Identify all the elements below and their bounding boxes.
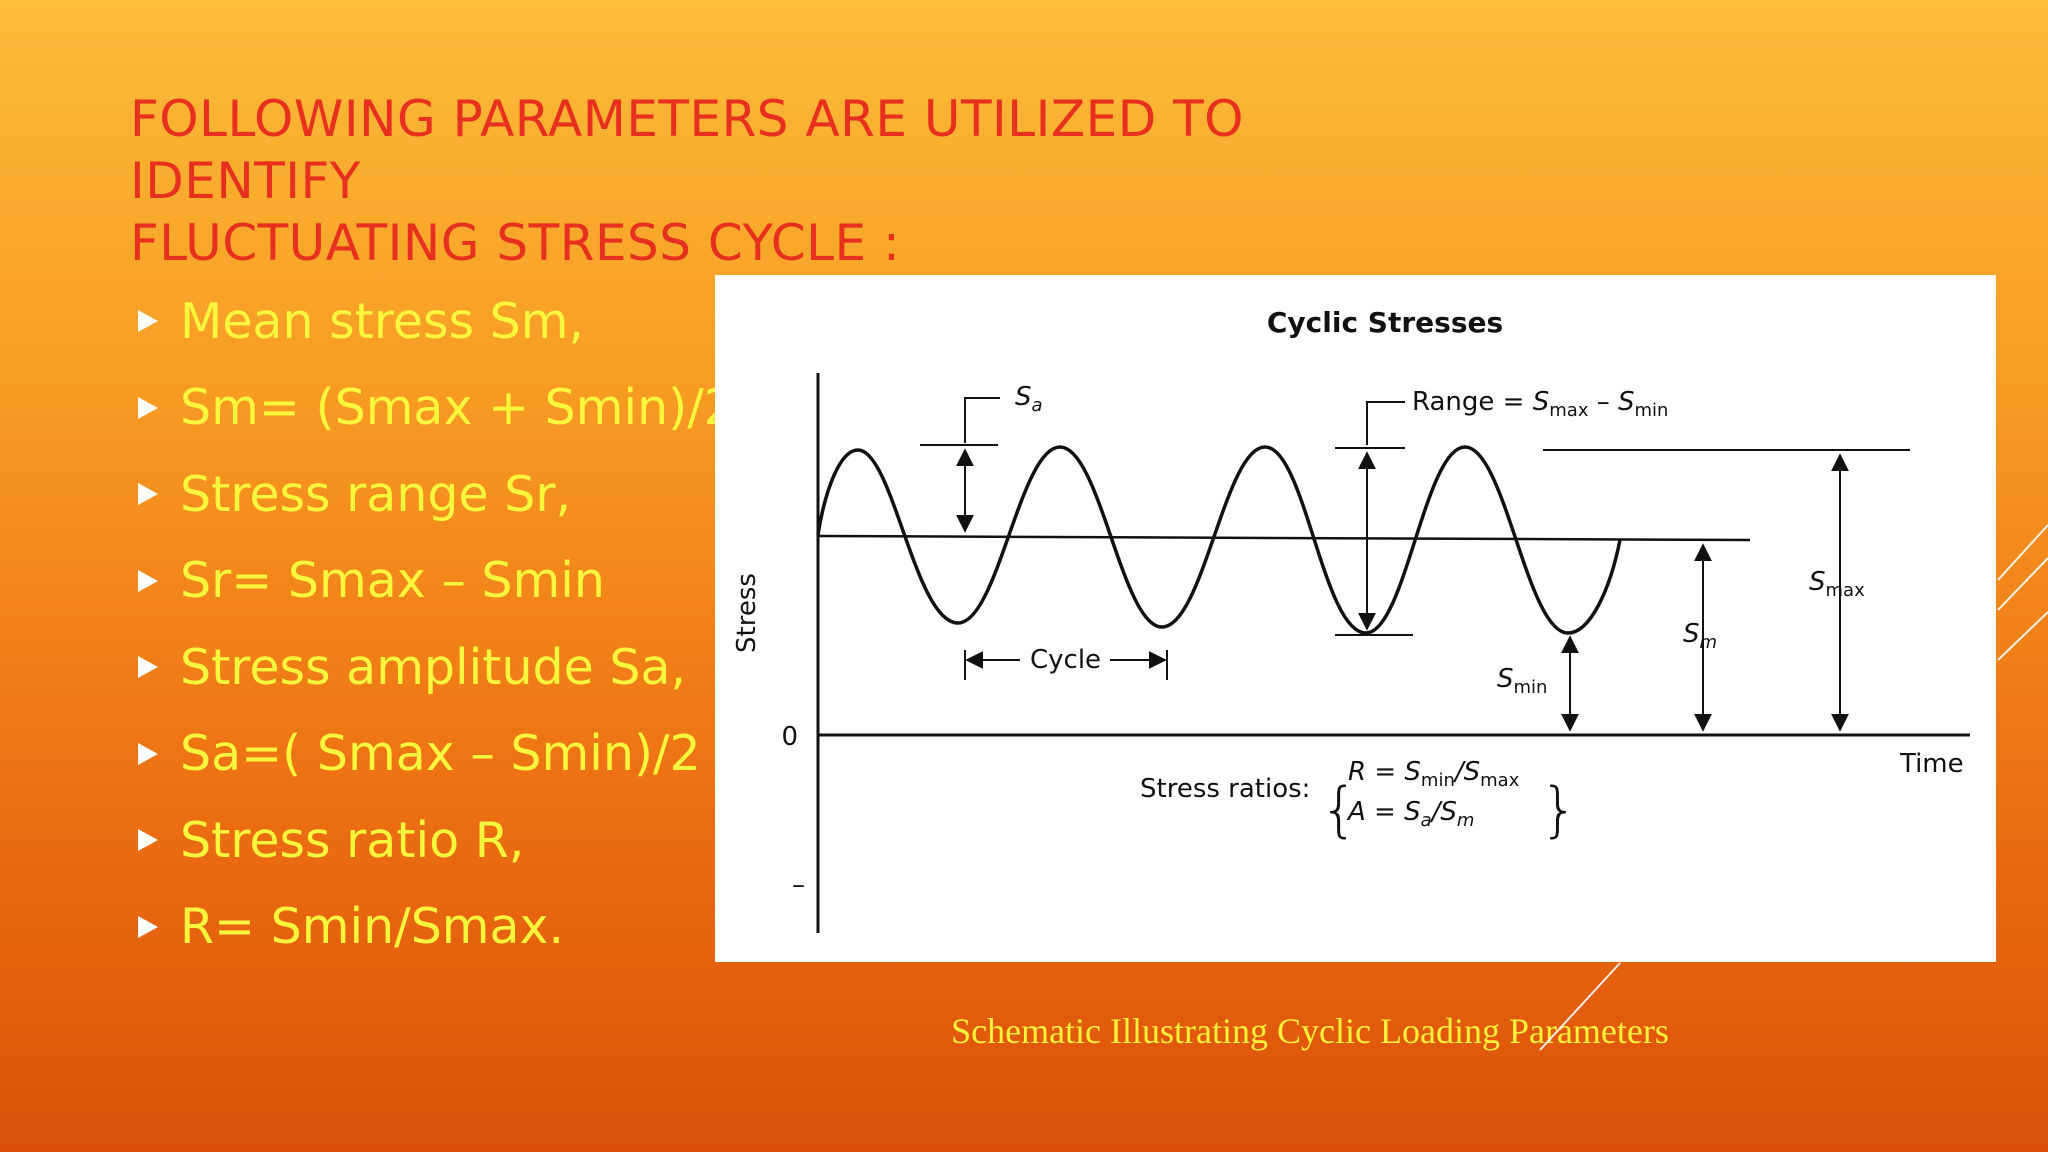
slide-title: FOLLOWING PARAMETERS ARE UTILIZED TO IDE… <box>130 88 1430 274</box>
sa-leader <box>964 397 1000 443</box>
bullet-item: Mean stress Sm, <box>138 278 735 365</box>
bullet-item: Sm= (Smax + Smin)/2 <box>138 365 735 452</box>
deco-line-right-2 <box>1997 557 2048 611</box>
bullet-list: Mean stress Sm, Sm= (Smax + Smin)/2 Stre… <box>138 278 735 970</box>
smax-label: Smax <box>1809 567 1865 601</box>
cyclic-stress-diagram: Cyclic Stresses Stress 0 – Time Sa Range… <box>715 275 1996 962</box>
bullet-text: Sa=( Smax – Smin)/2 <box>180 725 701 783</box>
triangle-bullet-icon <box>138 656 158 679</box>
ratios-right-brace: } <box>1540 775 1578 845</box>
sm-label: Sm <box>1683 619 1717 653</box>
bullet-item: R= Smin/Smax. <box>138 884 735 971</box>
diagram-title: Cyclic Stresses <box>1267 306 1503 339</box>
bullet-text: Sm= (Smax + Smin)/2 <box>180 379 735 437</box>
triangle-bullet-icon <box>138 742 158 765</box>
smin-label: Smin <box>1497 664 1547 698</box>
triangle-bullet-icon <box>138 483 158 506</box>
stress-wave <box>816 445 1622 635</box>
figure-caption-text: Schematic Illustrating Cyclic Loading Pa… <box>951 1011 1669 1051</box>
bullet-text: Stress ratio R, <box>180 811 525 869</box>
time-axis-label: Time <box>1899 749 1964 779</box>
ratio-r-formula: R = Smin/Smax <box>1348 757 1520 791</box>
triangle-bullet-icon <box>138 915 158 938</box>
stress-ratios-label: Stress ratios: <box>1140 774 1310 804</box>
slide-title-line-1: FOLLOWING PARAMETERS ARE UTILIZED TO IDE… <box>130 90 1244 210</box>
zero-label: 0 <box>781 722 798 752</box>
bullet-text: Stress amplitude Sa, <box>180 638 687 696</box>
bullet-item: Sa=( Smax – Smin)/2 <box>138 711 735 798</box>
sa-label: Sa <box>1015 382 1043 416</box>
deco-line-right-1 <box>1997 524 2048 581</box>
ratio-a-formula: A = Sa/Sm <box>1346 797 1474 831</box>
bullet-item: Stress range Sr, <box>138 451 735 538</box>
bullet-text: Sr= Smax – Smin <box>180 552 605 610</box>
figure-caption: Schematic Illustrating Cyclic Loading Pa… <box>710 1010 1910 1052</box>
minus-label: – <box>792 870 805 900</box>
bullet-item: Sr= Smax – Smin <box>138 538 735 625</box>
bullet-text: Mean stress Sm, <box>180 292 585 350</box>
triangle-bullet-icon <box>138 310 158 333</box>
ratios-left-brace: { <box>1320 775 1358 845</box>
bullet-text: R= Smin/Smax. <box>180 898 565 956</box>
range-leader <box>1366 401 1405 445</box>
triangle-bullet-icon <box>138 569 158 592</box>
bullet-item: Stress amplitude Sa, <box>138 624 735 711</box>
cycle-label: Cycle <box>1030 645 1101 675</box>
cyclic-stress-svg: Cyclic Stresses Stress 0 – Time Sa Range… <box>732 306 1970 933</box>
triangle-bullet-icon <box>138 396 158 419</box>
deco-line-right-3 <box>1997 611 2048 661</box>
slide-title-line-2: FLUCTUATING STRESS CYCLE : <box>130 214 901 272</box>
mean-stress-line <box>817 534 1751 542</box>
range-label: Range = Smax – Smin <box>1412 387 1668 421</box>
bullet-item: Stress ratio R, <box>138 797 735 884</box>
bullet-text: Stress range Sr, <box>180 465 572 523</box>
triangle-bullet-icon <box>138 829 158 852</box>
stress-axis-label: Stress <box>732 573 762 653</box>
